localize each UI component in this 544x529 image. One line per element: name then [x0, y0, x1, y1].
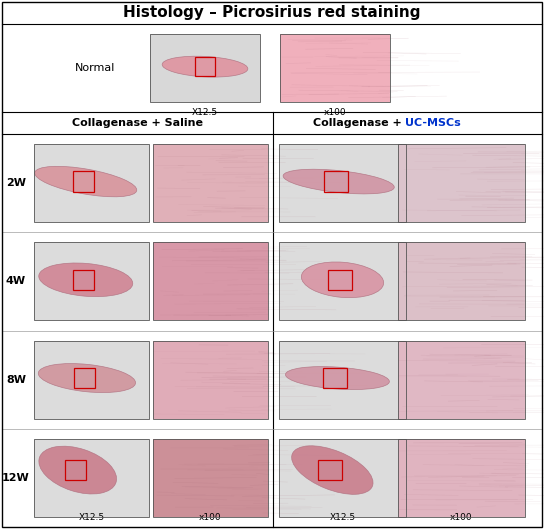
Ellipse shape	[39, 446, 116, 494]
Bar	[34, 439, 149, 517]
Ellipse shape	[286, 367, 390, 389]
Bar	[153, 439, 268, 517]
Bar	[34, 144, 149, 222]
Bar	[73, 171, 94, 191]
Bar	[398, 439, 525, 517]
Bar	[34, 341, 149, 418]
Bar	[398, 144, 525, 222]
Text: Collagenase +: Collagenase +	[313, 118, 405, 128]
Bar	[280, 34, 390, 102]
Bar	[34, 242, 149, 321]
Text: X12.5: X12.5	[192, 108, 218, 117]
Text: Normal: Normal	[75, 63, 115, 73]
Text: 4W: 4W	[6, 276, 26, 286]
Bar	[34, 341, 149, 418]
Bar	[153, 439, 268, 517]
Bar	[279, 439, 406, 517]
Bar	[153, 144, 268, 222]
Text: 8W: 8W	[6, 375, 26, 385]
Bar	[153, 341, 268, 418]
Text: X12.5: X12.5	[330, 514, 356, 523]
Ellipse shape	[162, 56, 248, 77]
Text: 12W: 12W	[2, 473, 30, 483]
Ellipse shape	[35, 166, 137, 197]
Bar	[153, 242, 268, 321]
Text: 2W: 2W	[6, 178, 26, 188]
Bar	[195, 57, 215, 76]
Ellipse shape	[38, 363, 135, 393]
Bar	[153, 242, 268, 321]
Ellipse shape	[292, 446, 373, 494]
Bar	[34, 242, 149, 321]
Ellipse shape	[283, 169, 394, 194]
Bar	[398, 341, 525, 418]
Bar	[398, 242, 525, 321]
Bar	[279, 144, 406, 222]
Text: x100: x100	[324, 108, 347, 117]
Bar	[398, 242, 525, 321]
Bar	[398, 341, 525, 418]
Text: x100: x100	[450, 514, 473, 523]
Text: UC-MSCs: UC-MSCs	[405, 118, 461, 128]
Bar	[75, 368, 95, 388]
Text: Collagenase + Saline: Collagenase + Saline	[72, 118, 203, 128]
Bar	[153, 341, 268, 418]
Bar	[150, 34, 260, 102]
Bar	[65, 460, 86, 480]
Text: Histology – Picrosirius red staining: Histology – Picrosirius red staining	[123, 5, 421, 21]
Bar	[34, 144, 149, 222]
Bar	[398, 144, 525, 222]
Bar	[279, 341, 406, 418]
Bar	[34, 439, 149, 517]
Text: X12.5: X12.5	[78, 514, 104, 523]
Bar	[153, 144, 268, 222]
Ellipse shape	[39, 263, 133, 297]
Bar	[280, 34, 390, 102]
Bar	[324, 171, 348, 191]
Bar	[398, 439, 525, 517]
Text: x100: x100	[199, 514, 222, 523]
Bar	[73, 270, 94, 290]
Ellipse shape	[301, 262, 384, 298]
Bar	[279, 242, 406, 321]
Bar	[323, 368, 347, 388]
Bar	[279, 144, 406, 222]
Bar	[150, 34, 260, 102]
Bar	[328, 270, 352, 290]
Bar	[279, 242, 406, 321]
Bar	[279, 341, 406, 418]
Bar	[318, 460, 342, 480]
Bar	[279, 439, 406, 517]
